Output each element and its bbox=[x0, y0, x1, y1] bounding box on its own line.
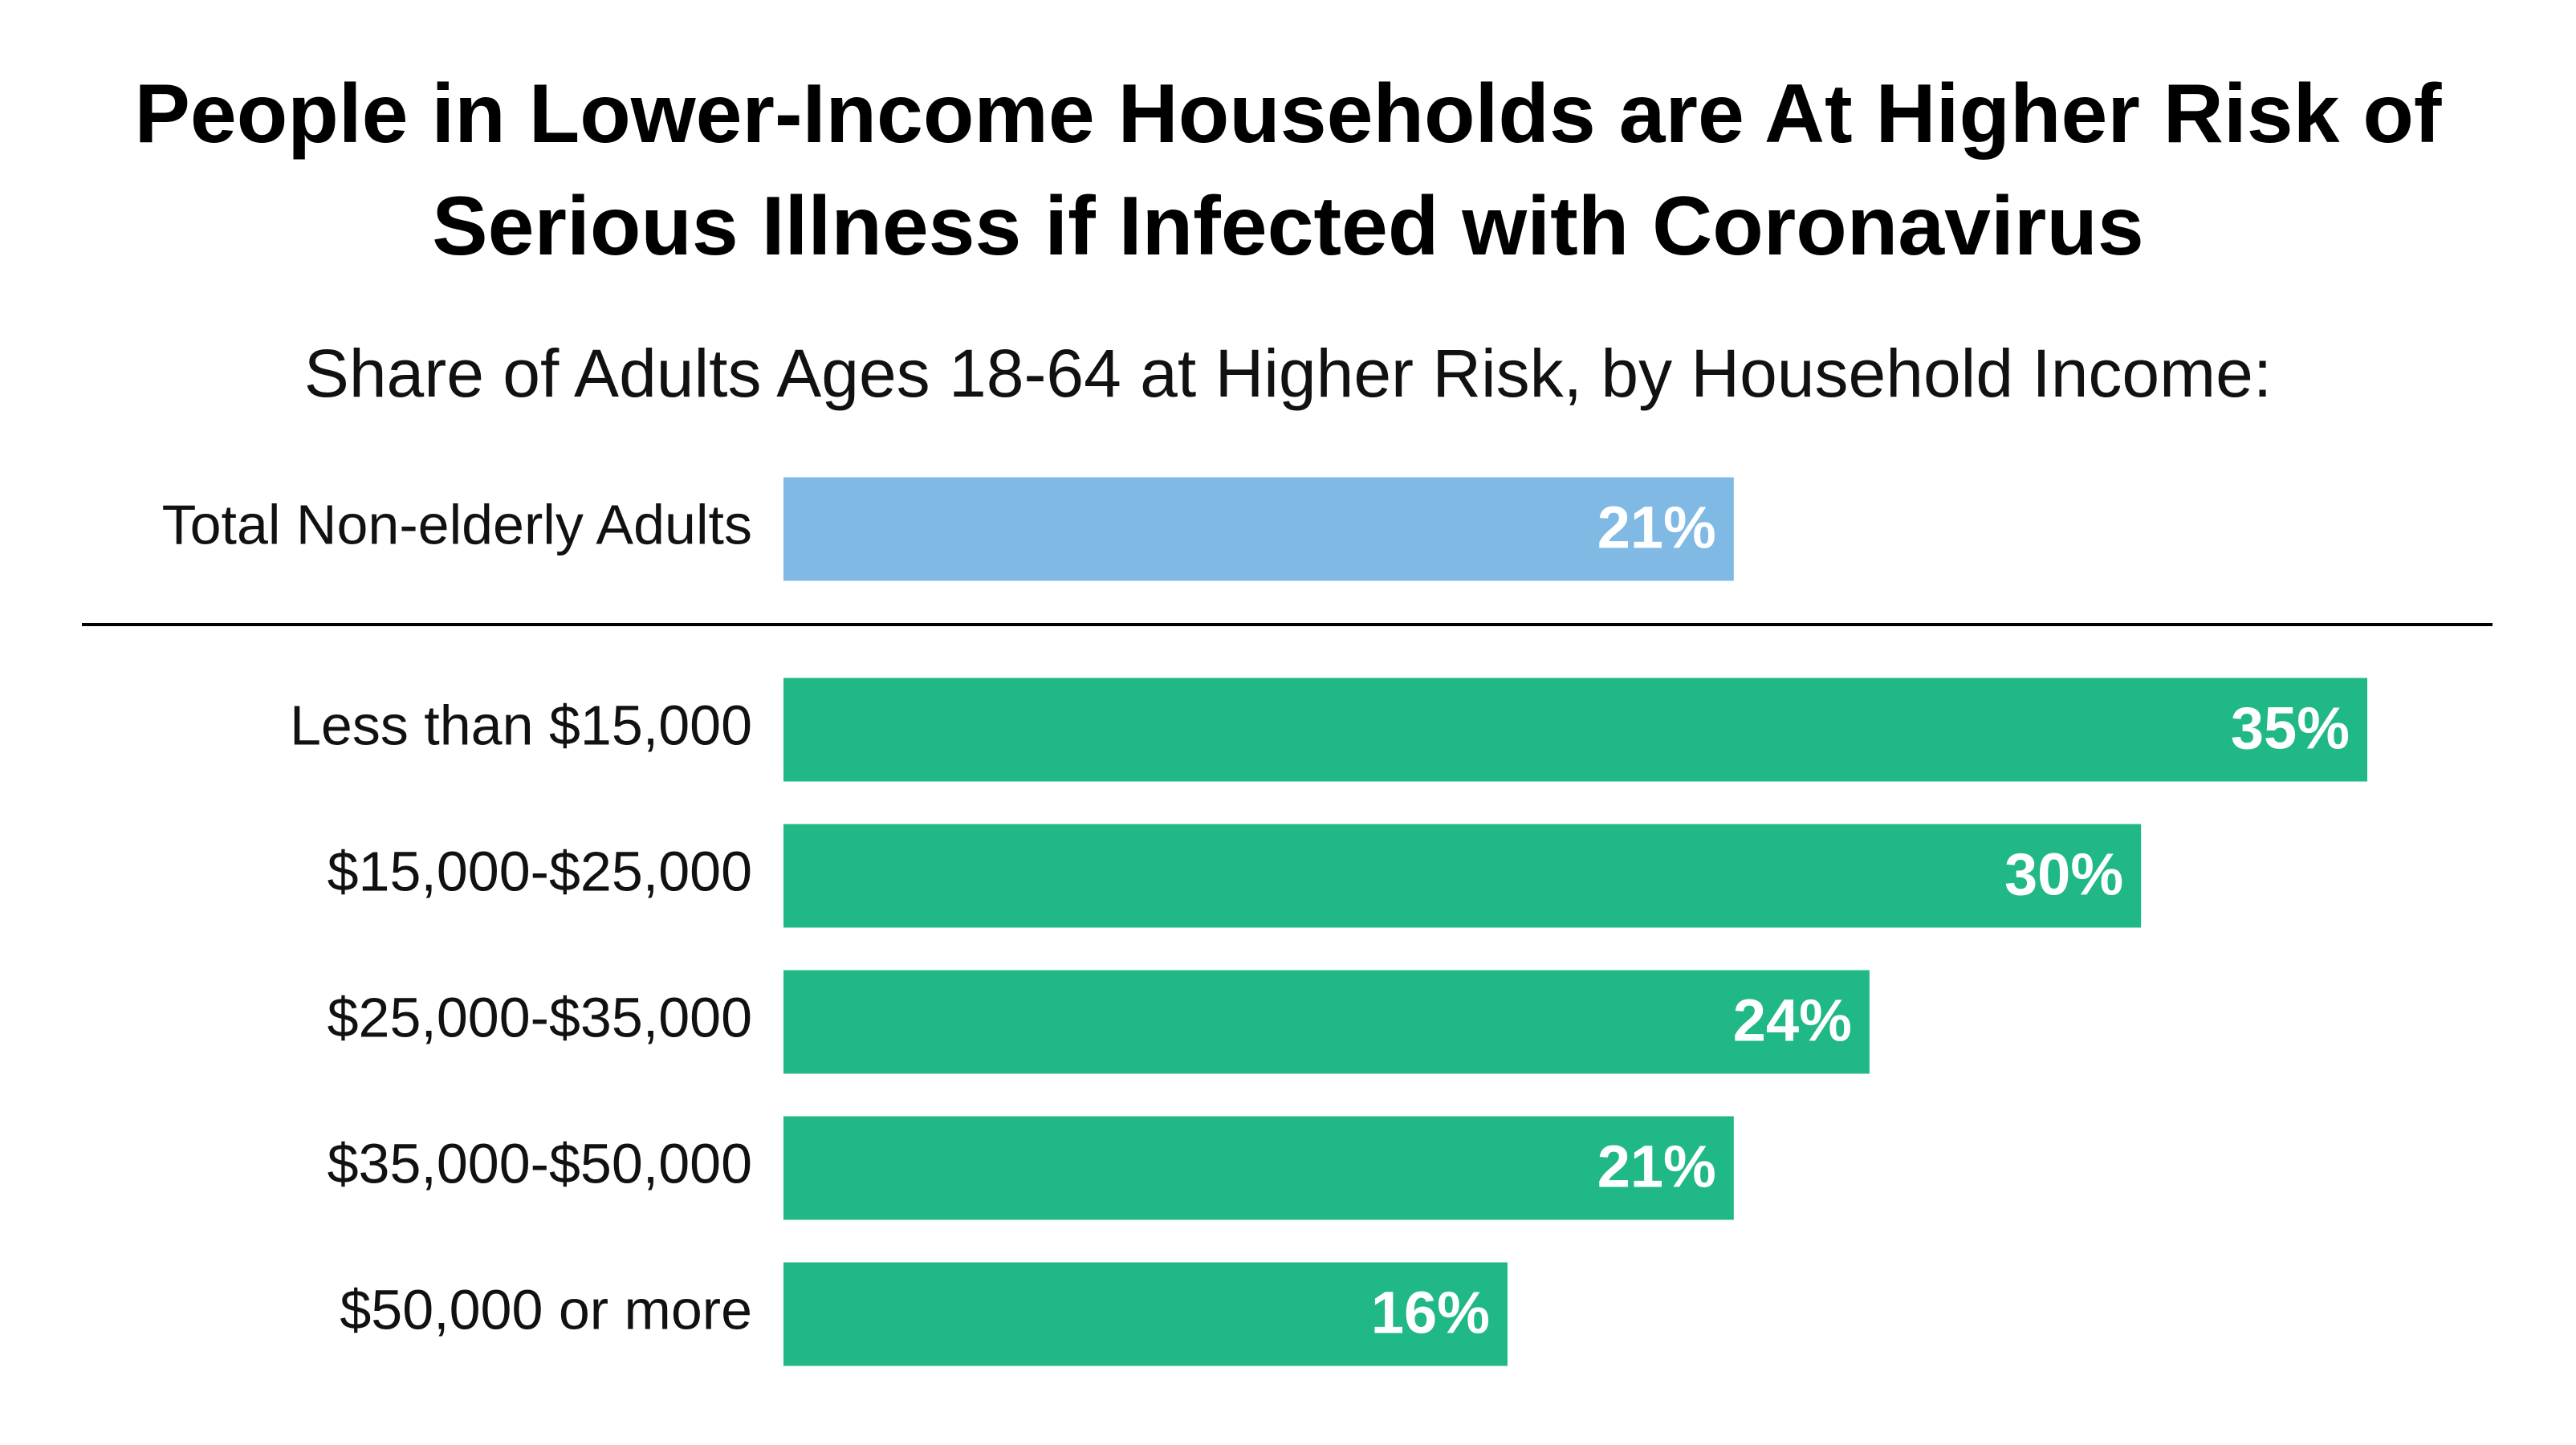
category-label: $15,000-$25,000 bbox=[328, 840, 752, 902]
chart-subtitle: Share of Adults Ages 18-64 at Higher Ris… bbox=[303, 336, 2273, 411]
category-label: $50,000 or more bbox=[340, 1278, 752, 1341]
bar bbox=[783, 678, 2367, 782]
category-label: $25,000-$35,000 bbox=[328, 986, 752, 1048]
category-label: Total Non-elderly Adults bbox=[162, 493, 752, 556]
value-label: 16% bbox=[1371, 1280, 1490, 1346]
value-label: 21% bbox=[1597, 1134, 1716, 1200]
bar bbox=[783, 477, 1734, 581]
value-label: 35% bbox=[2231, 695, 2350, 762]
value-label: 30% bbox=[2004, 841, 2123, 908]
chart-title: People in Lower-Income Households are At… bbox=[134, 67, 2442, 273]
bar bbox=[783, 970, 1870, 1074]
category-label: $35,000-$50,000 bbox=[328, 1132, 752, 1195]
bar bbox=[783, 1116, 1734, 1220]
bar bbox=[783, 824, 2142, 928]
category-label: Less than $15,000 bbox=[290, 694, 752, 756]
value-label: 24% bbox=[1733, 987, 1852, 1054]
bar bbox=[783, 1262, 1508, 1366]
value-label: 21% bbox=[1597, 495, 1716, 561]
